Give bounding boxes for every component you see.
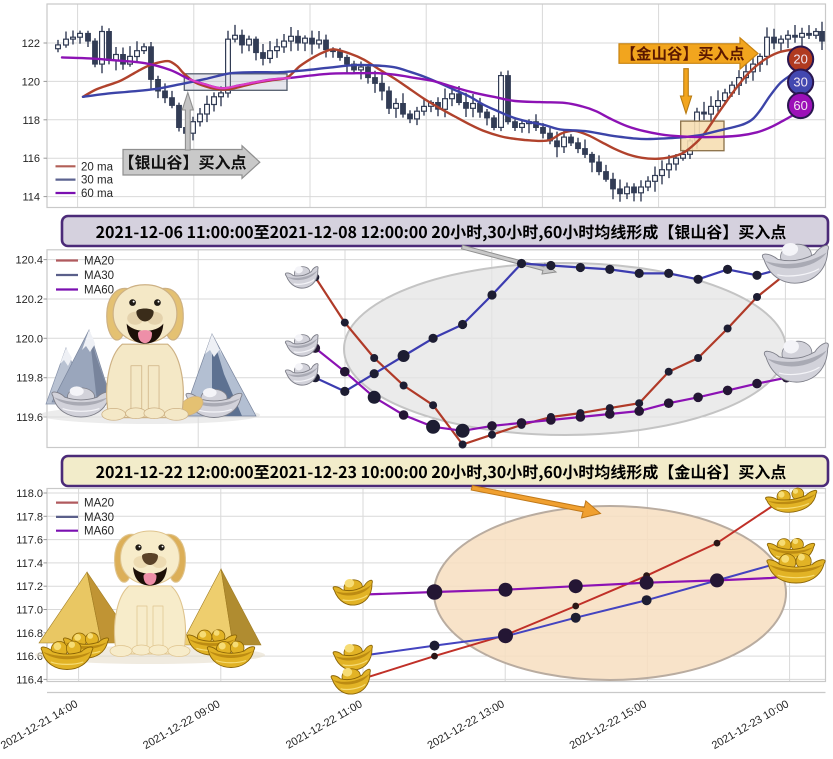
svg-text:MA60: MA60 — [84, 285, 114, 297]
svg-text:116: 116 — [22, 153, 40, 165]
svg-text:20 ma: 20 ma — [81, 161, 114, 173]
svg-text:120.4: 120.4 — [15, 255, 43, 267]
svg-text:117.6: 117.6 — [16, 535, 43, 547]
svg-text:120.0: 120.0 — [15, 333, 43, 345]
svg-text:60 ma: 60 ma — [81, 188, 114, 200]
svg-text:MA30: MA30 — [84, 270, 114, 282]
svg-text:119.6: 119.6 — [16, 412, 43, 424]
svg-text:117.0: 117.0 — [16, 605, 43, 617]
svg-text:117.2: 117.2 — [16, 581, 43, 593]
svg-text:20: 20 — [793, 52, 807, 67]
svg-text:117.8: 117.8 — [16, 511, 43, 523]
svg-text:30 ma: 30 ma — [81, 175, 114, 187]
svg-text:30: 30 — [793, 75, 807, 90]
svg-text:120: 120 — [22, 76, 40, 88]
svg-text:118: 118 — [22, 115, 40, 127]
svg-text:116.4: 116.4 — [16, 674, 43, 686]
svg-text:122: 122 — [22, 38, 40, 50]
svg-text:118.0: 118.0 — [16, 488, 43, 500]
svg-text:116.8: 116.8 — [16, 628, 43, 640]
svg-text:MA60: MA60 — [84, 526, 114, 538]
svg-text:114: 114 — [22, 192, 40, 204]
svg-text:MA20: MA20 — [84, 498, 114, 510]
svg-text:117.4: 117.4 — [16, 558, 43, 570]
svg-text:119.8: 119.8 — [16, 373, 43, 385]
svg-text:60: 60 — [793, 98, 807, 113]
svg-text:MA20: MA20 — [84, 256, 114, 268]
svg-text:120.2: 120.2 — [15, 294, 43, 306]
svg-text:MA30: MA30 — [84, 512, 114, 524]
